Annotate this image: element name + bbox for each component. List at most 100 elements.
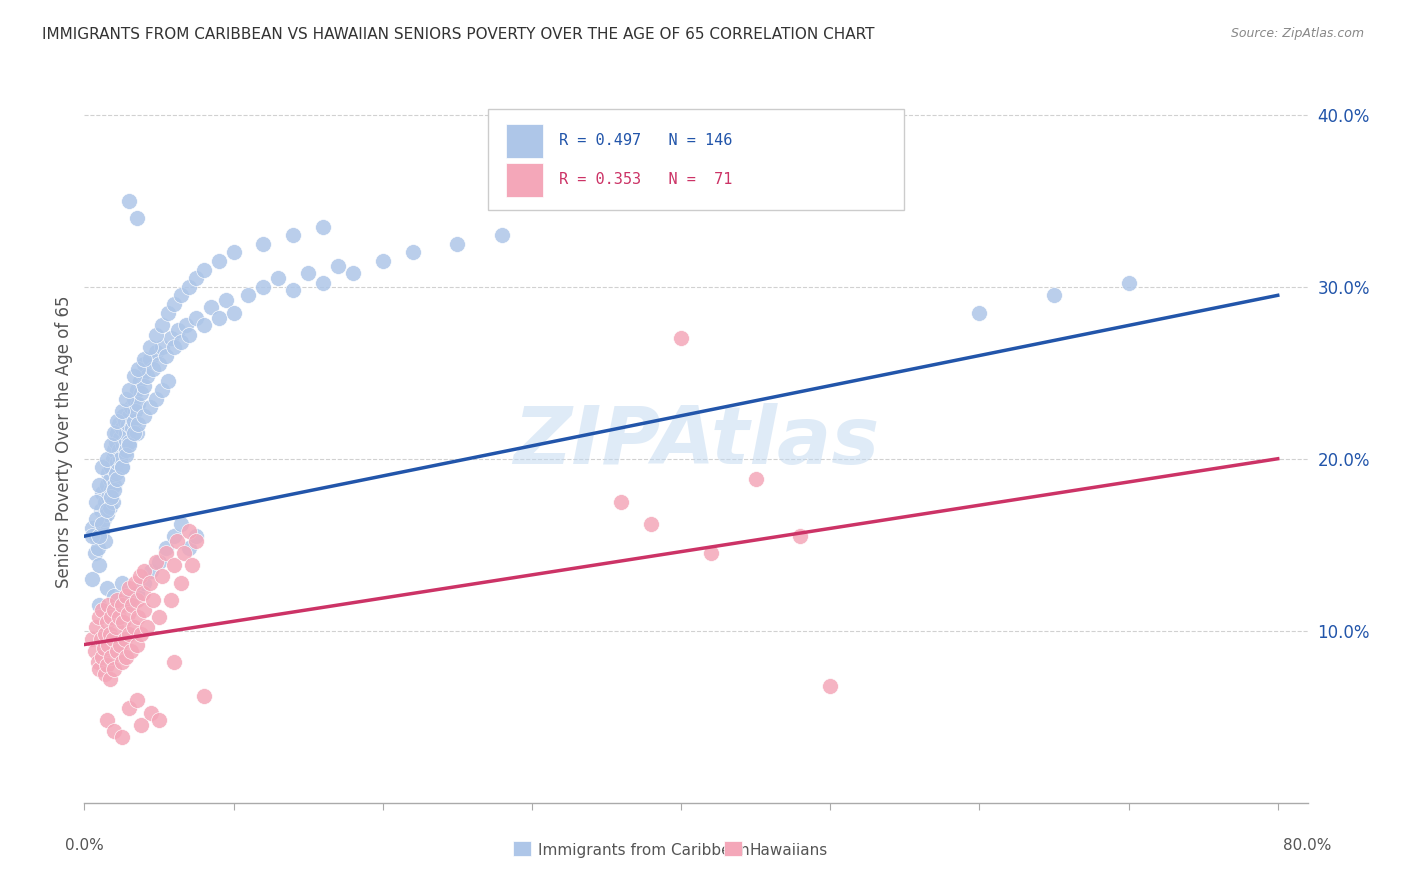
Point [610,494,633,508]
Point [121,598,143,612]
Point [84,529,107,543]
Point [80,520,103,534]
Point [115,443,138,458]
Point [112,615,135,630]
Point [122,392,145,406]
Point [136,369,159,384]
Point [91,649,114,664]
Point [156,305,179,319]
Point [283,283,305,297]
Point [193,689,215,703]
Point [222,305,245,319]
Point [326,259,349,273]
Point [98,500,121,514]
Point [118,701,141,715]
FancyBboxPatch shape [506,124,543,158]
Point [115,425,138,440]
Point [108,451,131,466]
Point [150,318,173,332]
Point [84,620,107,634]
Point [127,417,149,432]
Point [120,644,142,658]
Point [98,672,121,686]
Point [163,340,186,354]
Point [156,375,179,389]
Point [117,417,139,432]
Point [969,305,991,319]
Point [139,351,162,366]
Point [118,627,141,641]
Point [491,228,513,243]
Point [193,262,215,277]
Text: R = 0.353   N =  71: R = 0.353 N = 71 [560,172,733,187]
Point [103,662,125,676]
Point [115,590,138,604]
Point [150,568,173,582]
Point [193,318,215,332]
Point [114,414,136,428]
Point [132,409,155,423]
Point [121,421,143,435]
Point [128,568,150,582]
Point [100,490,122,504]
Point [186,271,208,285]
Point [818,679,841,693]
Point [103,590,125,604]
Point [96,581,118,595]
Text: Immigrants from Caribbean: Immigrants from Caribbean [538,843,751,857]
Point [115,649,138,664]
Point [91,486,114,500]
Point [103,443,125,458]
Point [163,297,186,311]
Point [103,603,125,617]
Point [107,443,129,458]
Point [148,555,170,569]
Point [97,598,120,612]
Point [1118,277,1140,291]
Point [167,323,190,337]
Point [90,503,112,517]
Point [111,655,134,669]
Point [207,310,229,325]
Point [122,425,145,440]
Point [84,512,107,526]
Point [669,331,692,345]
Point [141,564,163,578]
Point [155,546,177,560]
Point [111,460,134,475]
Point [252,236,274,251]
Point [150,383,173,397]
Point [177,524,200,538]
FancyBboxPatch shape [488,109,904,211]
FancyBboxPatch shape [506,162,543,197]
Point [132,575,155,590]
Point [132,357,155,371]
Point [80,572,103,586]
Point [160,331,183,345]
Point [127,610,149,624]
Point [155,349,177,363]
Point [118,438,141,452]
Point [83,644,105,658]
Point [141,706,163,721]
Point [125,586,148,600]
Point [107,417,129,432]
Point [312,277,335,291]
Point [744,472,766,486]
Point [98,472,121,486]
Point [170,517,193,532]
Point [139,575,162,590]
Point [90,632,112,647]
Point [160,592,183,607]
Point [100,460,122,475]
Point [91,603,114,617]
Point [267,271,290,285]
Point [94,494,117,508]
Point [312,219,335,234]
Point [125,211,148,225]
Point [124,575,146,590]
Point [129,718,152,732]
Point [640,517,662,532]
Point [177,279,200,293]
Text: Hawaiians: Hawaiians [749,843,828,857]
